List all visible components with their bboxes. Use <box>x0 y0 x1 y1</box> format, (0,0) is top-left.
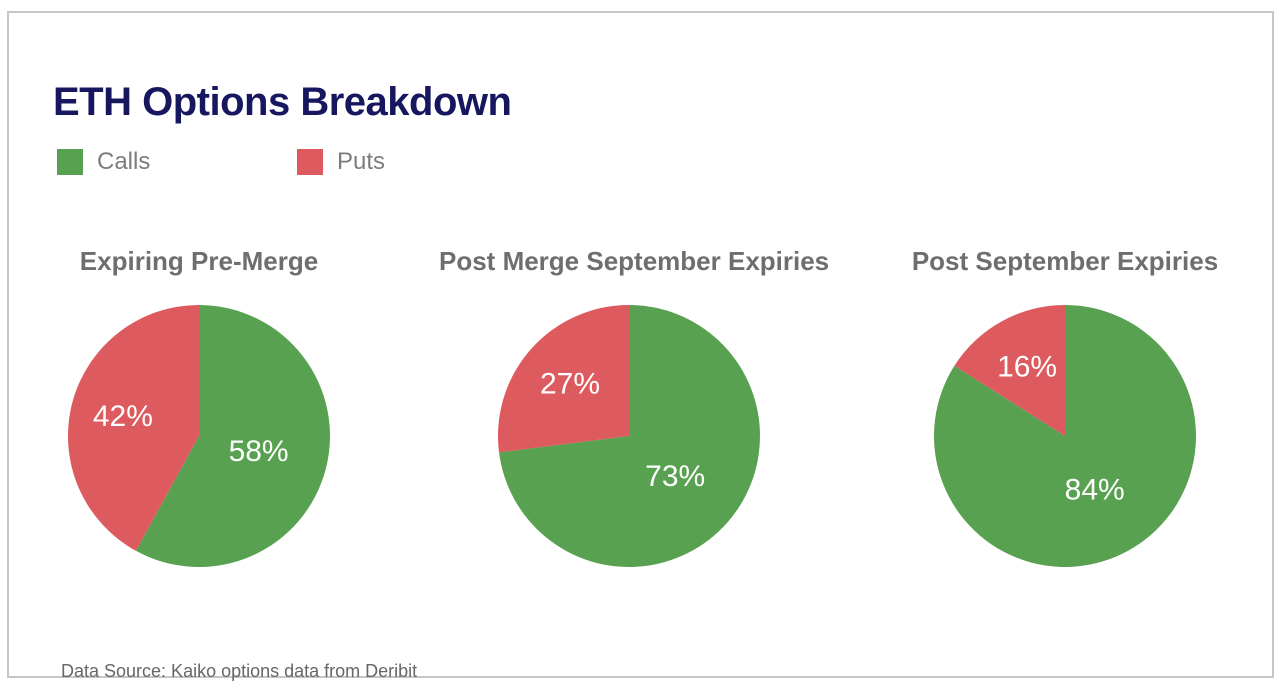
legend-label-puts: Puts <box>337 148 386 175</box>
chart-title-pre-merge: Expiring Pre-Merge <box>79 246 319 276</box>
pie-chart-post-merge-september: 73% 27% <box>498 305 760 567</box>
pie-slice-calls <box>135 305 330 567</box>
puts-swatch-icon <box>297 149 323 175</box>
chart-title-post-september: Post September Expiries <box>911 246 1219 276</box>
pie-chart-post-september: 84% 16% <box>934 305 1196 567</box>
legend: Calls Puts <box>9 148 1272 177</box>
pie-slice-puts <box>498 305 629 453</box>
chart-card: ETH Options Breakdown Calls Puts Expirin… <box>7 11 1274 681</box>
pie-slice-puts <box>68 305 199 551</box>
data-source-note: Data Source: Kaiko options data from Der… <box>61 661 418 681</box>
pie-value-label-puts: 27% <box>540 368 600 401</box>
legend-item-puts: Puts <box>297 148 386 175</box>
pie-value-label-calls: 73% <box>645 460 705 493</box>
calls-swatch-icon <box>57 149 83 175</box>
legend-item-calls: Calls <box>57 148 151 175</box>
pie-value-label-puts: 16% <box>997 351 1057 384</box>
pie-slice-puts <box>954 305 1065 436</box>
legend-label-calls: Calls <box>97 148 151 175</box>
pie-value-label-calls: 58% <box>229 435 289 468</box>
pie-value-label-puts: 42% <box>93 400 153 433</box>
pie-slice-calls <box>934 305 1196 567</box>
page-title: ETH Options Breakdown <box>53 80 512 124</box>
chart-title-post-merge-september: Post Merge September Expiries <box>439 246 830 276</box>
pie-value-label-calls: 84% <box>1065 474 1125 507</box>
pie-slice-calls <box>499 305 760 567</box>
pie-chart-pre-merge: 58% 42% <box>68 305 330 567</box>
